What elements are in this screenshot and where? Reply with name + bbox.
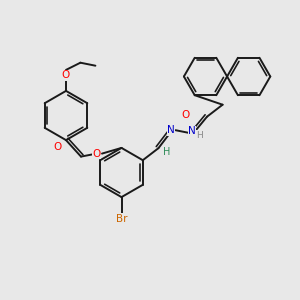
Text: O: O: [92, 148, 101, 159]
Text: N: N: [188, 126, 196, 136]
Text: N: N: [167, 125, 175, 135]
Text: O: O: [54, 142, 62, 152]
Text: H: H: [163, 147, 170, 157]
Text: H: H: [196, 131, 203, 140]
Text: O: O: [182, 110, 190, 121]
Text: Br: Br: [116, 214, 127, 224]
Text: O: O: [62, 70, 70, 80]
